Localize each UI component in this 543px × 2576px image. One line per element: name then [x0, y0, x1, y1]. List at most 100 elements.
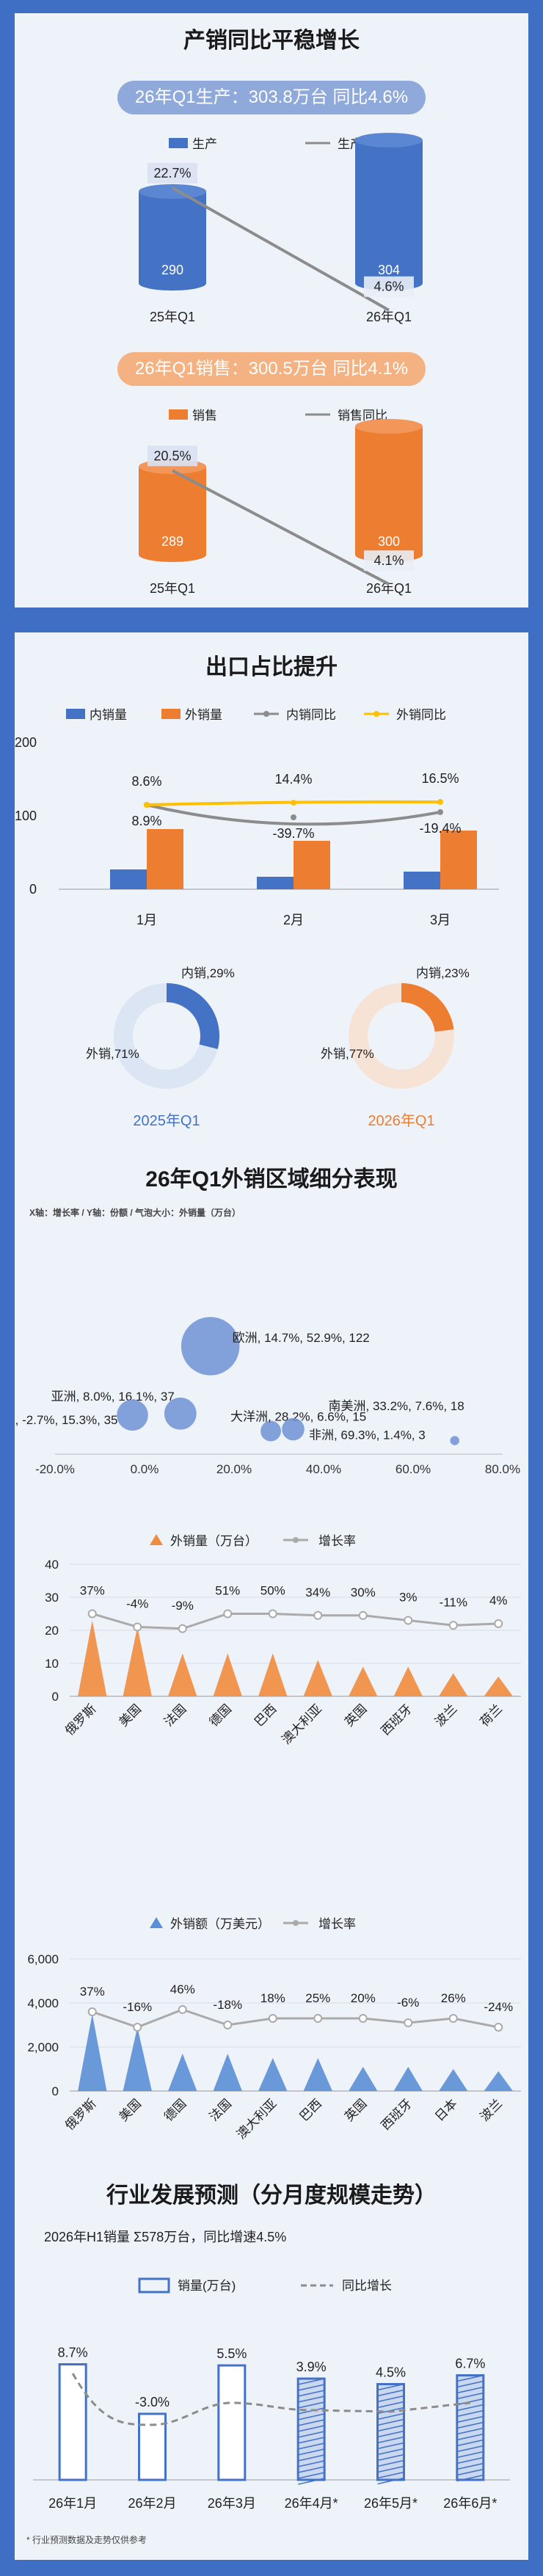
legend-swatch: [169, 138, 188, 148]
growth-point: [133, 1622, 142, 1632]
hatch-line: [298, 2401, 325, 2409]
hatch-line: [377, 2418, 404, 2426]
hatch-line: [377, 2436, 404, 2444]
donut-label: 内销,29%: [181, 966, 235, 980]
region-bubble: [164, 1397, 197, 1430]
legend-swatch: [138, 2277, 170, 2294]
legend-swatch: [66, 709, 85, 719]
hatch-line: [377, 2448, 404, 2456]
category-label: 西班牙: [379, 1701, 415, 1737]
y-tick-label: 0: [52, 1690, 59, 1704]
hatch-line: [456, 2439, 484, 2447]
triangle-bar: [484, 2071, 513, 2091]
bar-value-label: 304: [378, 263, 400, 277]
growth-line: [92, 2008, 499, 2029]
region-bubble: [181, 1316, 240, 1376]
growth-label: -6%: [397, 1996, 419, 2010]
hatch-line: [456, 2409, 484, 2418]
growth-label: 8.7%: [58, 2346, 88, 2360]
domestic-yoy-line: [146, 803, 441, 826]
triangle-bar: [303, 1660, 332, 1696]
cylinder-bar: [355, 426, 423, 555]
hatch-line: [298, 2425, 325, 2432]
growth-label: 37%: [80, 1584, 105, 1598]
production-chart: 生产生产同比29025年Q130426年Q122.7%4.6%: [139, 133, 423, 324]
legend-label: 销售: [192, 409, 217, 423]
growth-point: [178, 1624, 187, 1633]
category-label: 荷兰: [478, 1701, 505, 1729]
category-label: 巴西: [252, 1701, 279, 1729]
growth-label: 6.7%: [455, 2357, 485, 2371]
hatch-line: [298, 2472, 325, 2479]
section3-footnote: * 行业预测数据及走势仅供参考: [26, 2535, 147, 2545]
export-bar: [440, 831, 477, 889]
legend-label: 销售同比: [338, 409, 387, 423]
category-label: 26年2月: [128, 2496, 176, 2511]
domestic-bar: [257, 877, 294, 889]
category-label: 日本: [432, 2096, 459, 2123]
hatch-line: [456, 2415, 484, 2423]
y-tick-label: 0: [29, 882, 37, 897]
category-label: 美国: [117, 1701, 144, 1729]
legend-label: 外销额（万美元）: [170, 1917, 270, 1931]
yoy-label: 22.7%: [153, 166, 191, 180]
triangle-bar: [123, 1627, 152, 1696]
hatch-line: [456, 2474, 484, 2482]
hatch-line: [298, 2442, 325, 2450]
production-sales-panel: 产销同比平稳增长 26年Q1生产：303.8万台 同比4.6% 生产生产同比29…: [15, 13, 528, 607]
export-bar: [294, 841, 330, 889]
legend-marker: [293, 1537, 299, 1543]
hatch-line: [298, 2431, 325, 2438]
hatch-line: [298, 2384, 325, 2391]
category-label: 英国: [342, 2096, 369, 2123]
y-tick-label: 2,000: [27, 2040, 59, 2054]
triangle-bar: [258, 1653, 288, 1696]
hatch-line: [456, 2374, 484, 2382]
cylinder-top: [355, 133, 423, 147]
yoy-line: [172, 186, 390, 312]
triangle-bar: [78, 1620, 107, 1696]
bubble-title: 26年Q1外销区域细分表现: [145, 1167, 398, 1192]
cylinder-bar: [139, 191, 206, 283]
donut-label: 外销,71%: [86, 1047, 139, 1061]
growth-label: -9%: [172, 1599, 194, 1613]
hatch-line: [298, 2460, 325, 2467]
yoy-line: [172, 469, 390, 585]
donut-label: 外销,77%: [321, 1047, 374, 1061]
triangle-bar: [439, 2069, 468, 2091]
hatch-line: [456, 2386, 484, 2394]
category-label: 3月: [430, 913, 451, 927]
export-bar: [147, 829, 183, 889]
hatch-line: [456, 2462, 484, 2470]
growth-point: [223, 1609, 233, 1619]
growth-label: 18%: [260, 1991, 285, 2005]
category-label: 俄罗斯: [62, 2096, 98, 2132]
growth-point: [313, 1610, 323, 1620]
hatch-line: [298, 2396, 325, 2403]
growth-label: 4%: [489, 1594, 508, 1608]
triangle-bar: [213, 2054, 242, 2091]
category-label: 25年Q1: [150, 581, 195, 596]
triangle-bar: [213, 1653, 242, 1696]
growth-label: 3.9%: [296, 2360, 327, 2374]
export-value-chart: 外销额（万美元） 增长率 0 2,000 4,000 6,000 俄罗斯 美国 德国 法国 澳大利亚…: [27, 1917, 521, 2142]
growth-label: -18%: [213, 1998, 242, 2012]
growth-point: [87, 2007, 97, 2016]
growth-label: -11%: [440, 1595, 467, 1609]
legend-marker: [263, 711, 269, 717]
donut-slice: [166, 983, 219, 1049]
growth-point: [448, 1621, 458, 1630]
category-label: 1月: [136, 913, 157, 927]
category-label: 26年4月*: [285, 2496, 338, 2511]
growth-point: [404, 2018, 413, 2027]
hatch-line: [377, 2442, 404, 2450]
growth-point: [268, 1609, 277, 1619]
legend-label: 生产: [192, 137, 217, 151]
forecast-bar: [217, 2364, 247, 2481]
growth-point: [358, 1610, 368, 1620]
hatch-line: [456, 2468, 484, 2476]
hatch-line: [377, 2430, 404, 2438]
hatch-line: [377, 2401, 404, 2409]
legend-swatch: [169, 409, 188, 420]
triangle-bar: [393, 1666, 423, 1696]
